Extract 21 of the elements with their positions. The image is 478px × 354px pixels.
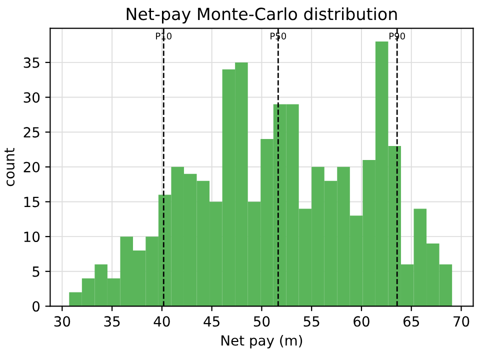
x-axis-title: Net pay (m)	[222, 334, 302, 348]
ref-line-label: P50	[270, 32, 286, 40]
y-tick-label: 5	[32, 266, 40, 277]
x-tick-label: 70	[454, 316, 470, 327]
chart-title: Net-pay Monte-Carlo distribution	[126, 7, 397, 24]
y-tick-label: 15	[24, 196, 40, 208]
y-tick-label: 25	[24, 127, 40, 138]
x-tick-label: 60	[354, 316, 370, 327]
y-tick-label: 30	[24, 92, 40, 103]
x-tick-label: 30	[54, 316, 70, 327]
y-axis-title: count	[4, 148, 15, 186]
x-tick-label: 40	[154, 316, 170, 327]
x-tick-label: 45	[204, 316, 220, 327]
x-tick-label: 50	[254, 316, 270, 327]
y-tick-label: 10	[24, 232, 40, 242]
y-tick-label: 20	[24, 162, 40, 172]
x-tick-label: 55	[304, 316, 320, 327]
y-tick-label: 35	[24, 57, 40, 68]
x-tick-label: 35	[104, 316, 120, 327]
y-tick-label: 0	[32, 301, 40, 312]
x-tick-label: 65	[403, 316, 419, 327]
